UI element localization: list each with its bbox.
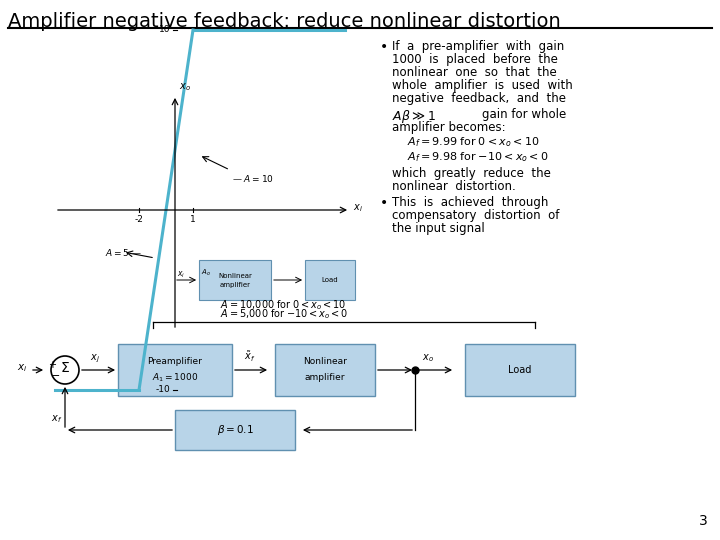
Text: $x_i$: $x_i$ [177, 269, 185, 280]
Bar [199, 260, 271, 300]
Bar [275, 344, 375, 396]
Text: $\beta = 0.1$: $\beta = 0.1$ [217, 423, 253, 437]
Text: $x_j$: $x_j$ [90, 353, 100, 365]
Text: •: • [380, 40, 388, 54]
Text: −: − [51, 371, 60, 381]
Text: This  is  achieved  through: This is achieved through [392, 196, 549, 209]
Text: If  a  pre-amplifier  with  gain: If a pre-amplifier with gain [392, 40, 564, 53]
Text: amplifier: amplifier [305, 374, 346, 382]
Text: Load: Load [322, 277, 338, 283]
Text: $x_o$: $x_o$ [179, 81, 191, 93]
Text: whole  amplifier  is  used  with: whole amplifier is used with [392, 79, 572, 92]
Text: gain for whole: gain for whole [482, 108, 566, 121]
Text: nonlinear  one  so  that  the: nonlinear one so that the [392, 66, 557, 79]
Text: the input signal: the input signal [392, 222, 485, 235]
Text: -2: -2 [135, 215, 143, 224]
Text: $A_o$: $A_o$ [201, 268, 211, 278]
Text: which  greatly  reduce  the: which greatly reduce the [392, 167, 551, 180]
Text: — $A = 10$: — $A = 10$ [232, 173, 274, 184]
Text: $A\beta \gg 1$: $A\beta \gg 1$ [392, 108, 436, 125]
Text: negative  feedback,  and  the: negative feedback, and the [392, 92, 566, 105]
Bar [465, 344, 575, 396]
Text: $x_f$: $x_f$ [51, 413, 62, 425]
Text: 1000  is  placed  before  the: 1000 is placed before the [392, 53, 558, 66]
Text: $x_o$: $x_o$ [422, 352, 434, 364]
Text: compensatory  distortion  of: compensatory distortion of [392, 209, 559, 222]
Bar [118, 344, 232, 396]
Bar [175, 410, 295, 450]
Text: $A_f = 9.99\;\mathrm{for}\;0 < x_o < 10$: $A_f = 9.99\;\mathrm{for}\;0 < x_o < 10$ [407, 135, 539, 149]
Text: $A = 5$ —: $A = 5$ — [105, 247, 142, 259]
Text: $A_1 = 1000$: $A_1 = 1000$ [152, 372, 198, 384]
Text: $\Sigma$: $\Sigma$ [60, 361, 70, 375]
Text: +: + [48, 360, 56, 370]
Text: 1: 1 [190, 215, 196, 224]
Text: Preamplifier: Preamplifier [148, 357, 202, 367]
Text: •: • [380, 196, 388, 210]
Text: $x_i$: $x_i$ [353, 202, 363, 214]
Text: $\tilde{x}_f$: $\tilde{x}_f$ [244, 349, 256, 364]
Text: Amplifier negative feedback: reduce nonlinear distortion: Amplifier negative feedback: reduce nonl… [8, 12, 561, 31]
Text: $x_i$: $x_i$ [17, 362, 27, 374]
Text: $A = 10,\!000\;\mathrm{for}\;0 < x_o < 10$: $A = 10,\!000\;\mathrm{for}\;0 < x_o < 1… [220, 298, 346, 312]
Bar [305, 260, 355, 300]
Text: $A = 5,\!000\;\mathrm{for}\;{-10} < x_o < 0$: $A = 5,\!000\;\mathrm{for}\;{-10} < x_o … [220, 307, 348, 321]
Text: Load: Load [508, 365, 531, 375]
Text: nonlinear  distortion.: nonlinear distortion. [392, 180, 516, 193]
Text: Nonlinear: Nonlinear [218, 273, 252, 279]
Text: 3: 3 [699, 514, 708, 528]
Text: 10: 10 [158, 25, 170, 35]
Text: $A_f = 9.98\;\mathrm{for}\;{-10} < x_o < 0$: $A_f = 9.98\;\mathrm{for}\;{-10} < x_o <… [407, 150, 549, 164]
Text: amplifier becomes:: amplifier becomes: [392, 121, 505, 134]
Text: -10: -10 [156, 386, 170, 395]
Text: amplifier: amplifier [220, 282, 251, 288]
Text: Nonlinear: Nonlinear [303, 357, 347, 367]
